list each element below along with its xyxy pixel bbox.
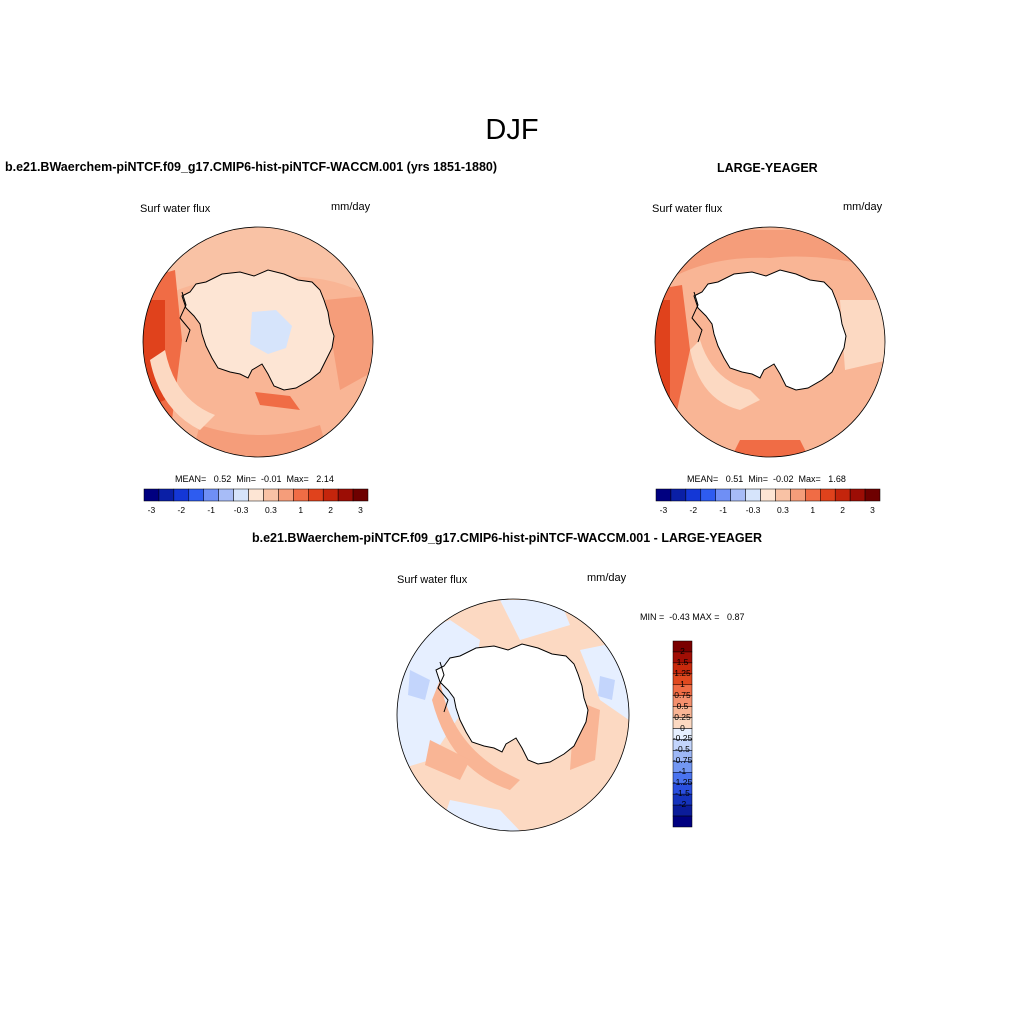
left-colorbar [143,488,369,502]
right-panel-title: LARGE-YEAGER [717,161,818,175]
diff-colorbar-tick-label: -1.5 [675,788,690,799]
left-colorbar-bin [293,488,309,502]
left-colorbar-bin [203,488,219,502]
left-colorbar-tick-label: -0.3 [233,505,249,515]
right-colorbar-tick-label: -2 [689,505,698,515]
left-variable-label: Surf water flux [140,203,211,215]
left-colorbar-bin [173,488,190,502]
diff-colorbar-tick-label: 0.75 [674,689,691,700]
right-map-border [654,226,886,458]
right-colorbar [655,488,881,502]
left-colorbar-tick-label: 2 [328,505,334,515]
left-map-border [142,226,374,458]
right-colorbar-tick-label: -1 [719,505,727,515]
right-colorbar-tick-label: 1 [810,505,816,515]
right-colorbar-bin [730,488,746,502]
right-colorbar-bin [790,488,806,502]
diff-units-label: mm/day [587,572,627,584]
diff-colorbar-tick-label: -1 [678,766,687,777]
left-colorbar-bin [218,488,234,502]
left-colorbar-bin [278,488,294,502]
right-colorbar-bin [670,488,687,502]
diff-colorbar-tick-label: 2 [680,645,685,656]
left-colorbar-bin [263,488,279,502]
right-colorbar-bin [834,488,851,502]
left-colorbar-bin [188,488,204,502]
left-colorbar-bin [158,488,175,502]
right-colorbar-tick-label: -3 [659,505,668,515]
right-colorbar-tick-label: 0.3 [777,505,789,515]
right-colorbar-bin [760,488,776,502]
diff-variable-label: Surf water flux [397,574,468,586]
left-colorbar-bin [322,488,339,502]
left-colorbar-bin [352,488,369,502]
left-colorbar-tick-label: -2 [177,505,186,515]
right-colorbar-bin [655,488,672,502]
diff-colorbar-bin [672,815,693,828]
left-colorbar-bin [143,488,160,502]
left-colorbar-bin [337,488,354,502]
right-colorbar-bin [805,488,821,502]
diff-colorbar-tick-label: -0.25 [672,733,693,744]
left-colorbar-tick-label: 1 [298,505,304,515]
diff-colorbar-tick-label: 1.25 [674,667,691,678]
diff-colorbar-tick-label: -1.25 [672,777,693,788]
right-colorbar-tick-label: 2 [840,505,846,515]
diff-colorbar-tick-label: 0.5 [676,700,689,711]
right-colorbar-bin [685,488,702,502]
right-variable-label: Surf water flux [652,203,723,215]
diff-colorbar-tick-label: -0.75 [672,755,693,766]
diff-colorbar [672,640,693,828]
right-units-label: mm/day [843,201,883,213]
right-colorbar-bin [700,488,716,502]
left-colorbar-bin [308,488,324,502]
right-colorbar-tick-label: -0.3 [745,505,761,515]
diff-colorbar-tick-label: 0 [680,722,685,733]
diff-colorbar-tick-label: 0.25 [674,711,691,722]
diff-map-border [396,598,630,832]
left-colorbar-tick-label: 0.3 [265,505,277,515]
right-map [654,226,886,458]
right-colorbar-bin [849,488,866,502]
diff-colorbar-tick-label: 1.5 [676,656,689,667]
right-colorbar-bin [820,488,836,502]
left-colorbar-tick-label: 3 [358,505,363,515]
diff-colorbar-tick-label: -0.5 [675,744,690,755]
right-stats: MEAN= 0.51 Min= -0.02 Max= 1.68 [687,474,846,484]
diff-panel-title: b.e21.BWaerchem-piNTCF.f09_g17.CMIP6-his… [252,531,763,545]
left-panel-title: b.e21.BWaerchem-piNTCF.f09_g17.CMIP6-his… [5,160,498,174]
right-colorbar-tick-label: 3 [870,505,875,515]
left-map [142,226,374,458]
left-colorbar-tick-label: -3 [147,505,156,515]
left-stats: MEAN= 0.52 Min= -0.01 Max= 2.14 [175,474,334,484]
diff-colorbar-tick-label: -2 [678,799,687,810]
right-colorbar-bin [775,488,791,502]
right-colorbar-bin [715,488,731,502]
diff-colorbar-tick-label: 1 [680,678,685,689]
left-colorbar-tick-label: -1 [207,505,215,515]
left-colorbar-bin [248,488,264,502]
diff-stats: MIN = -0.43 MAX = 0.87 [640,612,745,622]
left-units-label: mm/day [331,201,371,213]
left-colorbar-bin [233,488,249,502]
diff-map [396,598,630,832]
right-colorbar-bin [745,488,761,502]
right-colorbar-bin [864,488,881,502]
main-title: DJF [485,114,539,146]
